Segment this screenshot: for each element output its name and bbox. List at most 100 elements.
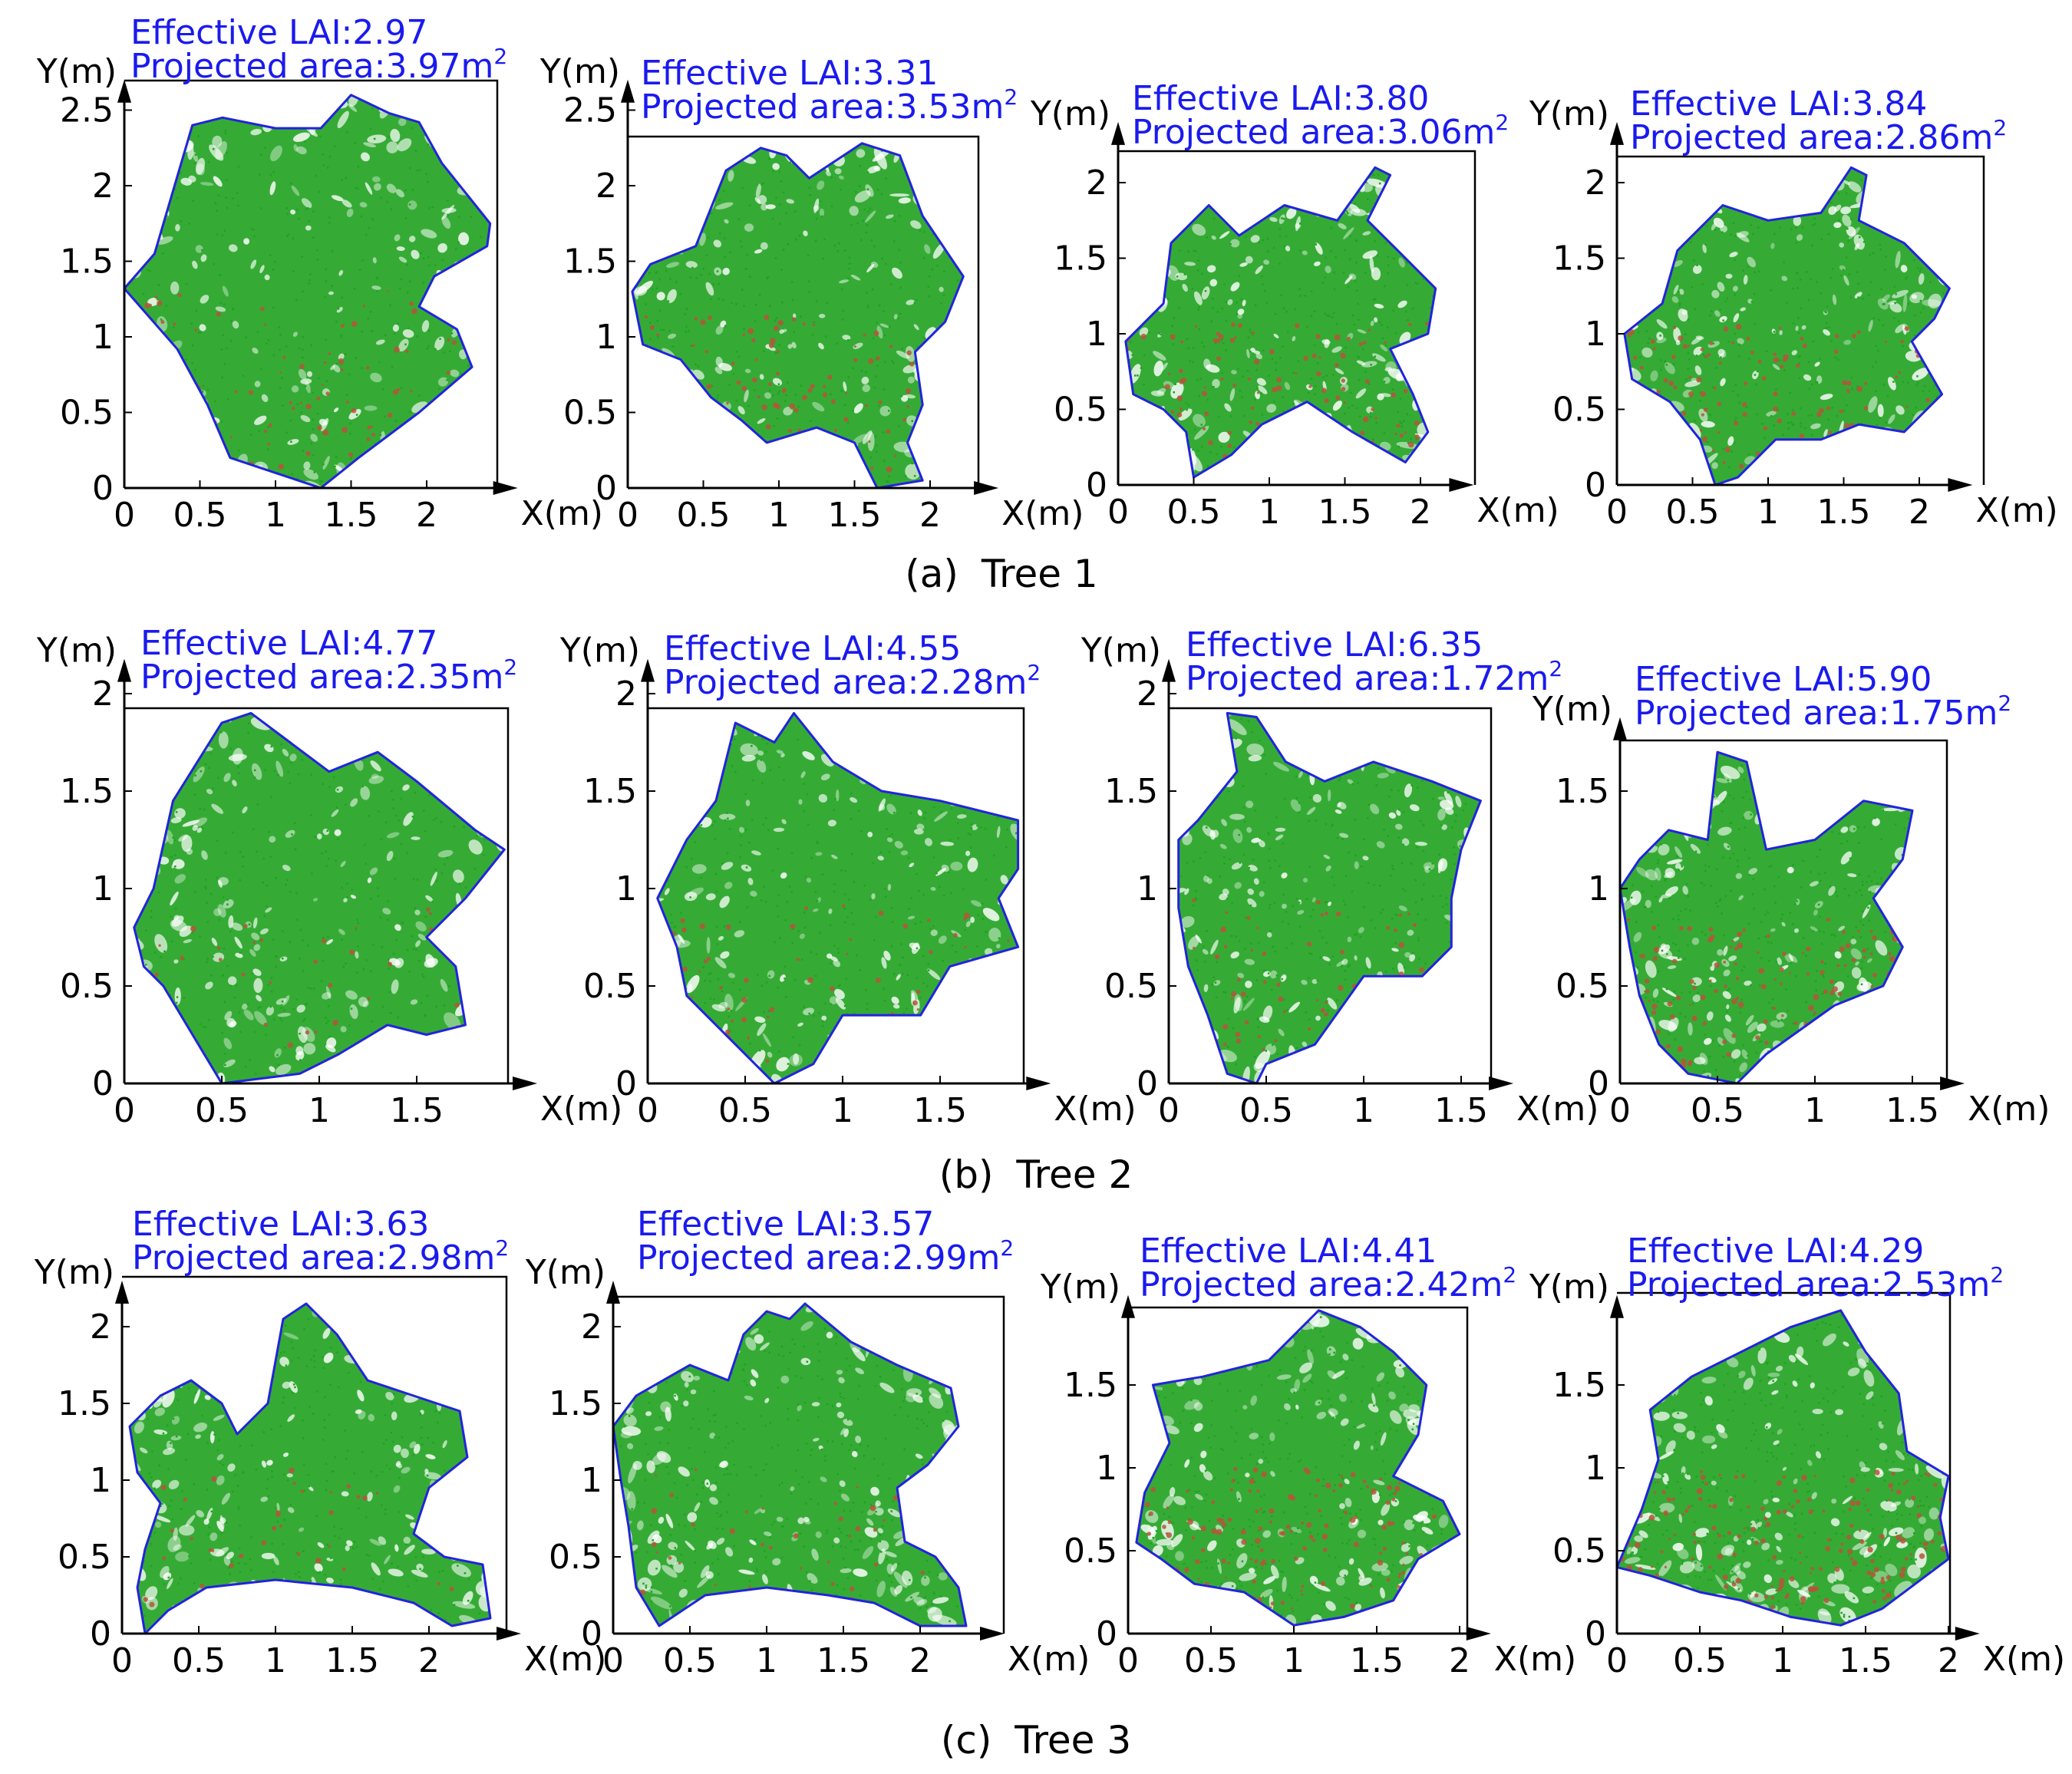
x-tick-label: 0.5: [677, 496, 731, 535]
plot-frame: [613, 1295, 1005, 1634]
x-tick-label: 1.5: [913, 1091, 967, 1130]
effective-lai-text: Effective LAI:2.97: [130, 13, 427, 52]
effective-lai-label: Effective LAI:: [1635, 660, 1856, 699]
y-tick-label: 0.5: [583, 967, 637, 1006]
x-axis-arrow: [980, 1627, 1005, 1640]
effective-lai-value: 4.55: [886, 629, 961, 668]
x-tick-label: 0: [1117, 1641, 1139, 1680]
y-tick-label: 1.5: [1556, 772, 1609, 811]
x-tick-label: 1: [768, 496, 790, 535]
plot-frame: [1617, 155, 1985, 485]
effective-lai-label: Effective LAI:: [641, 54, 863, 93]
y-tick-label: 0.5: [1552, 1532, 1606, 1571]
projected-area-text: Projected area:1.72m2: [1186, 656, 1562, 698]
y-tick-label: 0.5: [60, 394, 114, 433]
x-axis-label: X(m): [1516, 1090, 1599, 1129]
x-tick-label: 0: [111, 1641, 133, 1680]
y-tick-label: 1: [92, 869, 114, 908]
effective-lai-label: Effective LAI:: [1186, 625, 1407, 664]
x-tick-label: 1: [1283, 1641, 1305, 1680]
y-axis-label: Y(m): [36, 52, 117, 91]
y-tick-label: 1: [90, 1461, 111, 1500]
plot-frame: [1169, 707, 1493, 1083]
panel-c-1: 0 0.5 1 1.5 2 0 0.5 1 1.5 2 X(m) Y(m) Effective LAI:…: [34, 1205, 606, 1680]
effective-lai-label: Effective LAI:: [1140, 1232, 1361, 1271]
x-axis-arrow: [497, 1627, 521, 1640]
leaf-points-area: [134, 713, 505, 1083]
panel-c-2: 0 0.5 1 1.5 2 0 0.5 1 1.5 2 X(m) Y(m) Effective LAI:…: [525, 1205, 1090, 1680]
y-axis-label: Y(m): [1532, 690, 1612, 729]
y-tick-label: 2.5: [563, 91, 617, 130]
projected-area-value: 2.28m: [919, 663, 1027, 702]
x-tick-label: 1: [265, 496, 286, 535]
projected-area-value: 1.75m: [1889, 694, 1998, 733]
y-tick-label: 0.5: [1104, 967, 1158, 1006]
crown-outline: [123, 94, 492, 490]
x-axis-arrow: [1466, 1627, 1491, 1640]
crown-outline: [1618, 750, 1914, 1085]
plot-frame: [1128, 1306, 1469, 1634]
projected-area-exponent: 2: [503, 655, 517, 680]
effective-lai-value: 3.31: [863, 54, 938, 93]
x-tick-label: 1.5: [1886, 1091, 1939, 1130]
y-tick-label: 1.5: [60, 772, 114, 811]
effective-lai-text: Effective LAI:4.55: [664, 629, 961, 668]
x-tick-label: 1.5: [1434, 1091, 1488, 1130]
effective-lai-label: Effective LAI:: [132, 1205, 354, 1244]
plot-frame: [648, 707, 1025, 1083]
plot-frame: [124, 79, 499, 488]
y-axis-arrow: [117, 79, 131, 103]
projected-area-text: Projected area:3.06m2: [1132, 110, 1509, 152]
x-tick-label: 2: [1449, 1641, 1470, 1680]
caption-a-text: Tree 1: [981, 552, 1098, 596]
x-tick-label: 1: [1259, 493, 1280, 532]
wood-points: [1618, 1469, 1947, 1610]
y-tick-label: 1.5: [549, 1384, 602, 1423]
projected-area-exponent: 2: [1990, 1262, 2004, 1288]
x-axis-label: X(m): [1975, 491, 2057, 530]
y-tick-label: 2: [92, 674, 114, 714]
canopy-points: [1125, 167, 1436, 478]
leaf-points-area: [1136, 1310, 1460, 1626]
panel-b-4: 0 0.5 1 1.5 0 0.5 1 1.5 X(m) Y(m) Effective LAI:5.…: [1532, 660, 2051, 1130]
effective-lai-text: Effective LAI:3.84: [1630, 84, 1927, 124]
y-tick-label: 0: [1096, 1614, 1117, 1654]
y-tick-label: 1: [1588, 869, 1609, 908]
canopy-points: [124, 94, 490, 489]
effective-lai-text: Effective LAI:4.29: [1627, 1232, 1924, 1271]
x-tick-label: 0: [1609, 1091, 1631, 1130]
y-tick-label: 1.5: [1054, 239, 1107, 279]
y-axis-arrow: [1610, 1294, 1624, 1318]
crown-outline: [128, 1302, 492, 1635]
y-axis-arrow: [1610, 121, 1624, 145]
y-tick-label: 1: [92, 318, 114, 357]
plot-frame: [1620, 739, 1948, 1083]
x-axis-arrow: [513, 1077, 537, 1090]
y-tick-label: 0: [1588, 1064, 1609, 1103]
plot-frame: [124, 707, 510, 1083]
wood-points: [671, 904, 1010, 1063]
y-tick-label: 0: [90, 1614, 111, 1654]
projected-area-exponent: 2: [1004, 84, 1018, 110]
projected-area-text: Projected area:2.99m2: [637, 1235, 1014, 1278]
projected-area-text: Projected area:2.35m2: [140, 655, 517, 697]
canopy-points: [632, 143, 964, 489]
y-axis-label: Y(m): [1081, 631, 1161, 671]
projected-area-exponent: 2: [1495, 110, 1509, 135]
effective-lai-text: Effective LAI:5.90: [1635, 660, 1932, 699]
effective-lai-value: 4.77: [362, 624, 437, 663]
effective-lai-text: Effective LAI:4.77: [140, 624, 437, 663]
y-tick-label: 2.5: [60, 91, 114, 130]
y-tick-label: 2: [615, 674, 637, 714]
effective-lai-text: Effective LAI:6.35: [1186, 625, 1483, 664]
projected-area-text: Projected area:3.53m2: [641, 84, 1018, 127]
wood-points: [1191, 898, 1424, 1052]
canopy-points: [1624, 167, 1950, 486]
x-tick-label: 2: [418, 1641, 440, 1680]
y-axis-label: Y(m): [36, 631, 117, 671]
y-axis-label: Y(m): [1529, 94, 1609, 134]
x-tick-label: 0: [1107, 493, 1129, 532]
plot-frame: [1617, 1291, 1952, 1634]
